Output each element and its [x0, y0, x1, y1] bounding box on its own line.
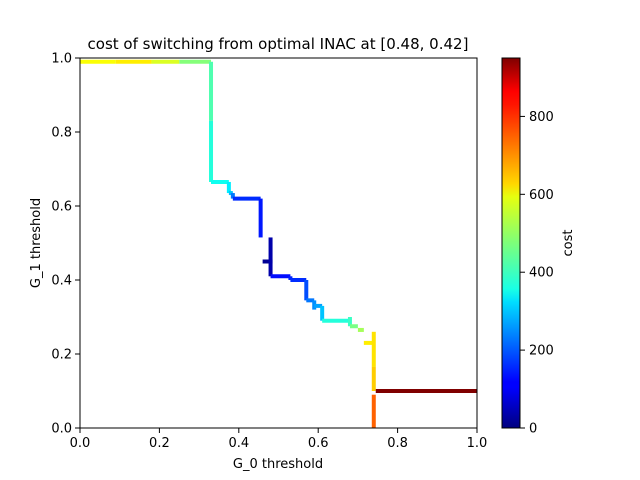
data-segments [80, 59, 477, 428]
x-tick-label: 0.0 [70, 436, 91, 451]
y-axis-label: G_1 threshold [29, 198, 44, 288]
plot-area [80, 58, 477, 428]
y-axis-ticks: 0.0 0.2 0.4 0.6 0.8 1.0 [51, 52, 80, 437]
x-tick-label: 0.6 [308, 436, 329, 451]
colorbar-tick-label: 600 [529, 188, 554, 203]
plot-frame [79, 57, 478, 429]
x-tick-label: 1.0 [467, 436, 488, 451]
colorbar-frame [501, 57, 521, 429]
x-axis-ticks: 0.0 0.2 0.4 0.6 0.8 1.0 [70, 428, 488, 451]
y-tick-label: 0.6 [51, 200, 72, 215]
x-axis-label: G_0 threshold [233, 457, 323, 472]
y-tick-label: 0.2 [51, 348, 72, 363]
x-tick-label: 0.8 [387, 436, 408, 451]
chart-title: cost of switching from optimal INAC at [… [88, 35, 469, 53]
colorbar-tick-label: 400 [529, 266, 554, 281]
y-tick-label: 0.8 [51, 126, 72, 141]
y-tick-label: 1.0 [51, 52, 72, 67]
colorbar-tick-label: 800 [529, 110, 554, 125]
x-tick-label: 0.4 [228, 436, 249, 451]
colorbar-gradient [502, 58, 520, 428]
colorbar-ticks: 0 200 400 600 800 [520, 110, 554, 437]
colorbar-tick-label: 0 [529, 422, 537, 437]
x-tick-label: 0.2 [149, 436, 170, 451]
y-tick-label: 0.4 [51, 274, 72, 289]
colorbar-tick-label: 200 [529, 344, 554, 359]
y-tick-label: 0.0 [51, 422, 72, 437]
colorbar-label: cost [561, 230, 576, 257]
